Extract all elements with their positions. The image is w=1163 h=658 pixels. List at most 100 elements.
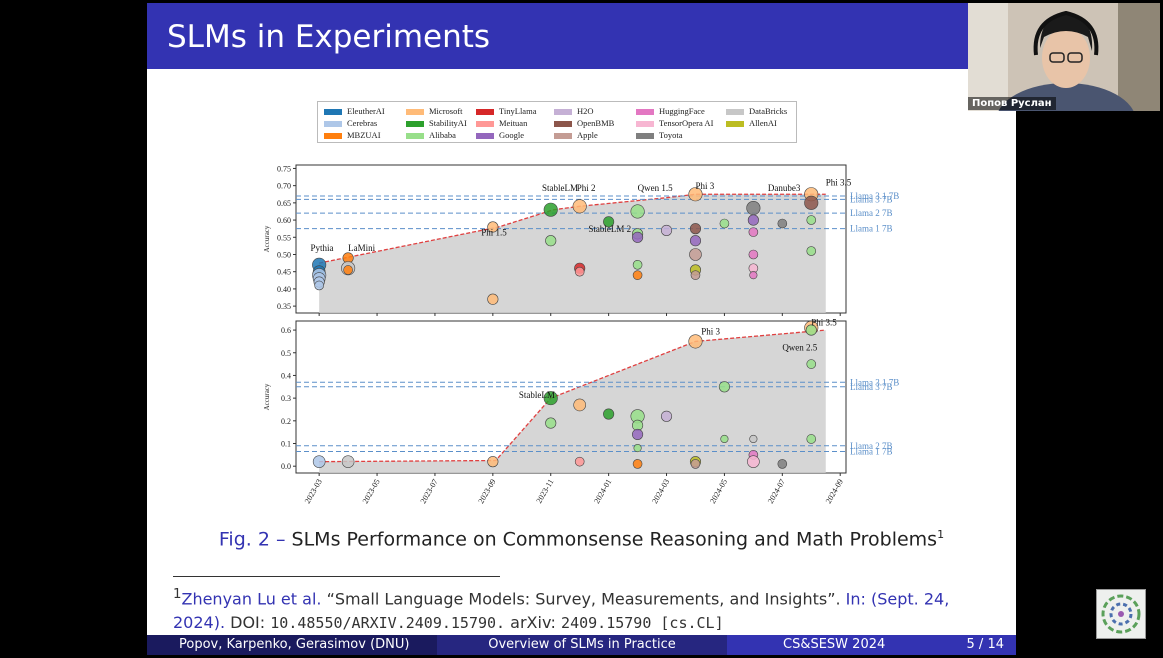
baseline-label: Llama 1 7B (850, 224, 893, 234)
presentation-slide: SLMs in Experiments EleutherAI Cerebras MB… (147, 3, 1016, 655)
data-point (574, 456, 585, 467)
data-point (690, 459, 701, 469)
data-point (749, 271, 758, 280)
x-tick-label: 2023-03 (303, 478, 324, 506)
footnote-date: In: (Sept. 24, 2024). (173, 589, 950, 633)
data-point (688, 187, 703, 202)
legend-label: TensorOpera AI (659, 118, 714, 128)
baseline-label: Llama 1 7B (850, 446, 893, 456)
data-point (719, 218, 730, 229)
legend-swatch (324, 109, 342, 116)
point-annotation: Phi 1.5 (481, 228, 507, 238)
data-point (746, 200, 761, 216)
footnote-number: 1 (173, 587, 182, 602)
webcam-overlay: Попов Руслан (968, 3, 1160, 111)
data-point (689, 235, 702, 247)
footnote-arxiv[interactable]: 2409.15790 [cs.CL] (561, 614, 724, 633)
data-point (632, 260, 643, 270)
footer-conference-block: CS&SESW 2024 5 / 14 (727, 635, 1016, 655)
baseline-label: Llama 3 7B (850, 194, 893, 204)
y-tick-label: 0.55 (277, 233, 291, 242)
footer-authors: Popov, Karpenko, Gerasimov (DNU) (147, 635, 437, 655)
data-point (545, 235, 557, 247)
footnote-doi-prefix: DOI: (230, 613, 266, 633)
point-annotation: Qwen 2.5 (782, 342, 817, 352)
data-point (748, 227, 759, 237)
slide-title: SLMs in Experiments (167, 19, 491, 55)
legend-item: OpenBMB (554, 118, 614, 128)
legend-item: Apple (554, 130, 598, 140)
data-point (632, 428, 644, 440)
y-tick-label: 0.45 (277, 268, 291, 277)
y-tick-label: 0.50 (277, 250, 291, 259)
y-tick-label: 0.2 (281, 417, 291, 426)
y-tick-label: 0.5 (281, 349, 291, 358)
y-tick-label: 0.70 (277, 182, 291, 191)
data-point (804, 195, 819, 210)
legend-swatch (324, 121, 342, 128)
x-tick-label: 2024-09 (824, 478, 845, 506)
point-annotation: StableLM 2 (588, 224, 631, 234)
data-point (314, 280, 324, 291)
legend-item: H2O (554, 106, 594, 116)
frontier-area (319, 330, 826, 473)
data-point (748, 249, 759, 260)
data-point (633, 443, 642, 453)
legend-label: H2O (577, 106, 594, 116)
footnote-authors[interactable]: Zhenyan Lu et al. (181, 589, 322, 609)
point-annotation: Phi 2 (577, 183, 596, 193)
data-point (487, 456, 499, 468)
frontier-area (319, 194, 826, 313)
point-annotation: StableLM (519, 390, 555, 400)
data-point (632, 231, 644, 243)
data-point (630, 204, 645, 219)
university-logo (1096, 589, 1146, 639)
figure-caption: Fig. 2 – SLMs Performance on Commonsense… (147, 528, 1016, 550)
y-tick-label: 0.60 (277, 216, 291, 225)
figure-caption-text: SLMs Performance on Commonsense Reasonin… (291, 528, 938, 551)
y-axis-label: Accuracy (263, 383, 271, 410)
data-point (487, 221, 499, 233)
point-annotation: Pythia (310, 243, 333, 253)
data-point (777, 459, 788, 469)
data-point (573, 398, 586, 412)
legend-swatch (406, 109, 424, 116)
webcam-name-label: Попов Руслан (968, 97, 1056, 110)
data-point (720, 434, 729, 444)
data-point (574, 266, 585, 277)
footnote-title: “Small Language Models: Survey, Measurem… (326, 589, 841, 609)
data-point (343, 265, 353, 275)
y-tick-label: 0.75 (277, 164, 291, 173)
legend-swatch (726, 121, 744, 128)
x-tick-label: 2023-11 (534, 478, 555, 505)
x-tick-label: 2023-09 (476, 478, 497, 506)
point-annotation: LaMini (348, 243, 375, 253)
data-point (806, 215, 817, 225)
legend-swatch (726, 109, 744, 116)
data-point (632, 459, 643, 469)
data-point (689, 223, 702, 235)
legend-swatch (406, 121, 424, 128)
logo-emblem-icon (1101, 594, 1141, 634)
x-tick-label: 2023-07 (419, 478, 440, 506)
data-point (806, 359, 817, 369)
data-point (805, 324, 817, 336)
y-tick-label: 0.4 (281, 371, 291, 380)
footnote-doi[interactable]: 10.48550/ARXIV.2409.15790. (270, 614, 506, 633)
legend-label: AllenAI (749, 118, 777, 128)
y-tick-label: 0.35 (277, 302, 291, 311)
footnote: 1Zhenyan Lu et al. “Small Language Model… (173, 583, 1003, 635)
legend-item: Microsoft (406, 106, 463, 116)
webcam-person-image (968, 3, 1160, 111)
legend-label: Toyota (659, 130, 683, 140)
point-annotation: Qwen 1.5 (638, 183, 673, 193)
figure-footnote-mark: 1 (937, 528, 945, 541)
y-tick-label: 0.65 (277, 199, 291, 208)
point-annotation: Phi 3.5 (826, 178, 852, 188)
data-point (341, 455, 355, 468)
legend-label: Alibaba (429, 130, 456, 140)
data-point (747, 214, 759, 226)
y-tick-label: 0.6 (281, 326, 291, 335)
data-point (747, 455, 760, 468)
y-tick-label: 0.3 (281, 394, 291, 403)
